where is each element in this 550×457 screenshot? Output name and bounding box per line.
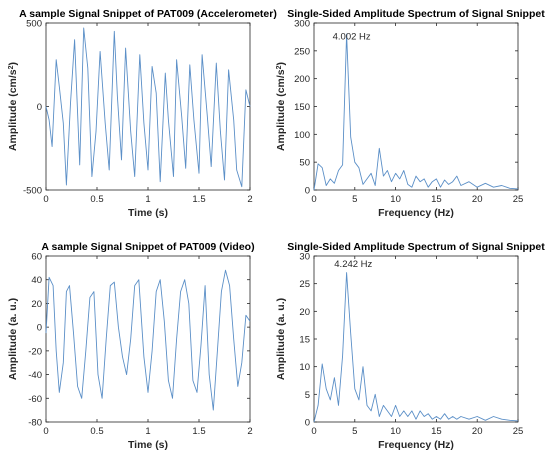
x-tick-label: 1.5 bbox=[192, 194, 205, 205]
x-axis-label: Frequency (Hz) bbox=[378, 439, 454, 451]
y-tick-label: 500 bbox=[26, 19, 42, 30]
y-tick-label: 0 bbox=[305, 418, 310, 429]
axes-box bbox=[313, 255, 519, 423]
chart-title: Single-Sided Amplitude Spectrum of Signa… bbox=[287, 241, 545, 253]
x-tick-label: 10 bbox=[390, 194, 401, 205]
y-tick-label: -60 bbox=[28, 394, 42, 405]
x-tick-label: 1 bbox=[145, 194, 150, 205]
chart-title: A sample Signal Snippet of PAT009 (Video… bbox=[41, 241, 254, 253]
x-tick-label: 1 bbox=[145, 426, 150, 437]
chart-title: Single-Sided Amplitude Spectrum of Signa… bbox=[287, 8, 545, 20]
y-tick-label: 250 bbox=[294, 46, 310, 57]
y-axis-label: Amplitude (a. u.) bbox=[7, 298, 19, 380]
x-tick-label: 0.5 bbox=[90, 426, 103, 437]
y-tick-label: -20 bbox=[28, 346, 42, 357]
x-tick-label: 15 bbox=[431, 426, 442, 437]
y-tick-label: 25 bbox=[299, 279, 310, 290]
x-tick-label: 20 bbox=[472, 194, 483, 205]
peak-annotation: 4.002 Hz bbox=[333, 31, 371, 42]
y-tick-label: -500 bbox=[23, 186, 42, 197]
x-tick-label: 15 bbox=[431, 194, 442, 205]
chart-title: A sample Signal Snippet of PAT009 (Accel… bbox=[19, 8, 277, 20]
x-tick-label: 25 bbox=[513, 194, 524, 205]
y-tick-label: 0 bbox=[37, 323, 42, 334]
y-tick-label: 10 bbox=[299, 362, 310, 373]
y-axis-label: Amplitude (a. u.) bbox=[275, 298, 287, 380]
x-tick-label: 2 bbox=[247, 426, 252, 437]
x-tick-label: 20 bbox=[472, 426, 483, 437]
y-tick-label: 150 bbox=[294, 102, 310, 113]
y-tick-label: 300 bbox=[294, 19, 310, 30]
x-tick-label: 0 bbox=[311, 426, 316, 437]
y-tick-label: 40 bbox=[31, 275, 42, 286]
y-tick-label: 30 bbox=[299, 252, 310, 263]
y-tick-label: 20 bbox=[31, 299, 42, 310]
y-tick-label: 5 bbox=[305, 390, 310, 401]
x-tick-label: 0 bbox=[43, 426, 48, 437]
x-tick-label: 0 bbox=[311, 194, 316, 205]
subplot-2: 0 5 10 15 20 25050100150200250300Single-Sided… bbox=[275, 8, 545, 219]
x-tick-label: 5 bbox=[352, 426, 357, 437]
y-tick-label: 100 bbox=[294, 130, 310, 141]
subplot-3: 0 0.5 1 1.5 2 -80 -60 -40 -20 0 20 40 60A sample Sig… bbox=[7, 241, 255, 451]
x-axis-label: Time (s) bbox=[128, 439, 168, 451]
y-tick-label: 0 bbox=[37, 102, 42, 113]
axes-box bbox=[45, 255, 251, 423]
x-tick-label: 10 bbox=[390, 426, 401, 437]
peak-annotation: 4.242 Hz bbox=[334, 259, 372, 270]
y-tick-label: 50 bbox=[299, 158, 310, 169]
y-axis-label: Amplitude (cm/s2) bbox=[7, 62, 19, 151]
x-axis-label: Frequency (Hz) bbox=[378, 207, 454, 219]
x-axis-label: Time (s) bbox=[128, 207, 168, 219]
x-tick-label: 0.5 bbox=[90, 194, 103, 205]
y-tick-label: 200 bbox=[294, 74, 310, 85]
y-tick-label: 15 bbox=[299, 335, 310, 346]
y-tick-label: -40 bbox=[28, 370, 42, 381]
y-tick-label: 0 bbox=[305, 186, 310, 197]
series-line bbox=[313, 33, 519, 191]
y-tick-label: 20 bbox=[299, 307, 310, 318]
y-tick-label: 60 bbox=[31, 252, 42, 263]
x-tick-label: 0 bbox=[43, 194, 48, 205]
x-tick-label: 2 bbox=[247, 194, 252, 205]
x-tick-label: 1.5 bbox=[192, 426, 205, 437]
series-line bbox=[313, 272, 519, 423]
x-tick-label: 25 bbox=[513, 426, 524, 437]
y-axis-label: Amplitude (cm/s2) bbox=[275, 62, 287, 151]
series-line bbox=[45, 27, 251, 188]
x-tick-label: 5 bbox=[352, 194, 357, 205]
y-tick-label: -80 bbox=[28, 418, 42, 429]
series-line bbox=[45, 269, 251, 411]
